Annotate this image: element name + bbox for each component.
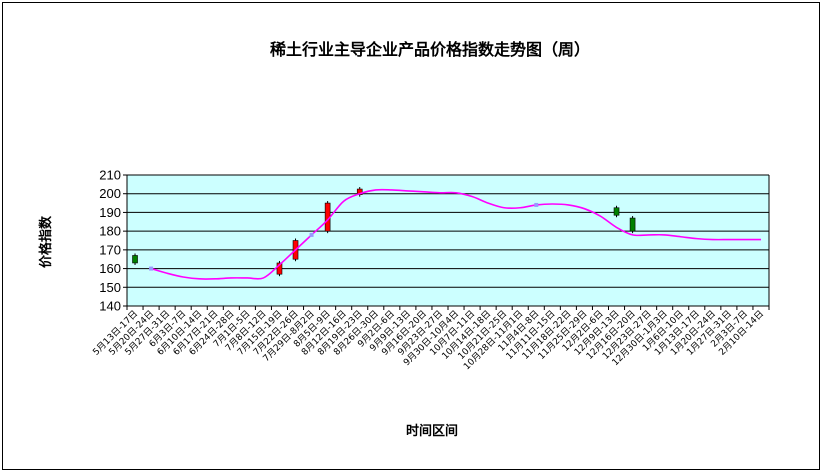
data-point-marker — [309, 232, 314, 237]
candle-body — [276, 262, 283, 275]
plot-area: 1401501601701801902002105月13日-17日5月20日-2… — [91, 168, 770, 372]
y-axis-title: 价格指数 — [38, 215, 54, 268]
plot-background — [127, 175, 769, 306]
x-axis-title: 时间区间 — [406, 423, 458, 439]
candle-body — [356, 188, 363, 195]
y-tick-label: 160 — [99, 261, 121, 276]
y-tick-label: 140 — [99, 299, 121, 314]
candle-body — [132, 255, 138, 264]
y-tick-label: 210 — [99, 168, 121, 183]
candle-body — [629, 217, 636, 232]
data-point-marker — [534, 202, 539, 207]
price-index-line — [150, 188, 761, 280]
y-tick-label: 150 — [99, 280, 121, 295]
candle-body — [613, 207, 620, 216]
y-tick-label: 190 — [99, 205, 121, 220]
y-tick-label: 180 — [99, 224, 121, 239]
chart-title: 稀土行业主导企业产品价格指数走势图（周） — [270, 40, 590, 59]
y-tick-label: 170 — [99, 242, 121, 257]
y-tick-label: 200 — [99, 186, 121, 201]
data-point-marker — [149, 266, 154, 271]
